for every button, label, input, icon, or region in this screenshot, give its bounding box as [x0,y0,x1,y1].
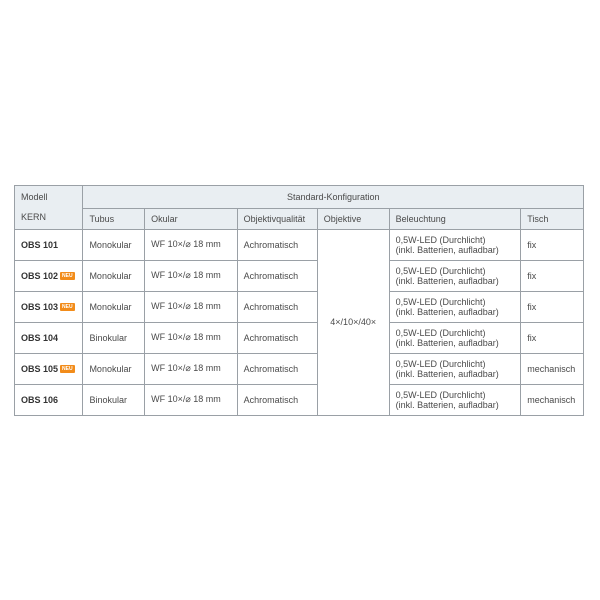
badge-new: NEU [60,303,75,311]
header-group: Standard-Konfiguration [83,185,584,208]
cell-objektive-merged: 4×/10×/40× [317,229,389,415]
cell-okular: WF 10×/⌀ 18 mm [145,384,237,415]
table-row: OBS 104BinokularWF 10×/⌀ 18 mmAchromatis… [15,322,584,353]
cell-qualitaet: Achromatisch [237,353,317,384]
cell-model: OBS 104 [15,322,83,353]
cell-model: OBS 103NEU [15,291,83,322]
cell-beleuchtung: 0,5W-LED (Durchlicht)(inkl. Batterien, a… [389,353,521,384]
cell-tisch: mechanisch [521,353,584,384]
cell-tubus: Binokular [83,384,145,415]
cell-okular: WF 10×/⌀ 18 mm [145,260,237,291]
table-row: OBS 106BinokularWF 10×/⌀ 18 mmAchromatis… [15,384,584,415]
cell-okular: WF 10×/⌀ 18 mm [145,229,237,260]
cell-okular: WF 10×/⌀ 18 mm [145,291,237,322]
header-model-line1: Modell [21,192,76,202]
cell-okular: WF 10×/⌀ 18 mm [145,353,237,384]
table-row: OBS 105NEUMonokularWF 10×/⌀ 18 mmAchroma… [15,353,584,384]
table-row: OBS 101MonokularWF 10×/⌀ 18 mmAchromatis… [15,229,584,260]
cell-qualitaet: Achromatisch [237,260,317,291]
cell-tisch: mechanisch [521,384,584,415]
cell-qualitaet: Achromatisch [237,384,317,415]
header-tubus: Tubus [83,208,145,229]
cell-tubus: Monokular [83,229,145,260]
cell-beleuchtung: 0,5W-LED (Durchlicht)(inkl. Batterien, a… [389,384,521,415]
cell-tubus: Binokular [83,322,145,353]
cell-model: OBS 105NEU [15,353,83,384]
cell-tisch: fix [521,291,584,322]
header-tisch: Tisch [521,208,584,229]
cell-beleuchtung: 0,5W-LED (Durchlicht)(inkl. Batterien, a… [389,291,521,322]
header-okular: Okular [145,208,237,229]
table-body: OBS 101MonokularWF 10×/⌀ 18 mmAchromatis… [15,229,584,415]
cell-tisch: fix [521,260,584,291]
cell-qualitaet: Achromatisch [237,291,317,322]
table-row: OBS 102NEUMonokularWF 10×/⌀ 18 mmAchroma… [15,260,584,291]
cell-tubus: Monokular [83,260,145,291]
cell-okular: WF 10×/⌀ 18 mm [145,322,237,353]
header-qualitaet: Objektivqualität [237,208,317,229]
cell-model: OBS 101 [15,229,83,260]
cell-model: OBS 102NEU [15,260,83,291]
cell-tubus: Monokular [83,291,145,322]
header-beleuchtung: Beleuchtung [389,208,521,229]
header-model: Modell KERN [15,185,83,229]
badge-new: NEU [60,365,75,373]
cell-tisch: fix [521,229,584,260]
cell-beleuchtung: 0,5W-LED (Durchlicht)(inkl. Batterien, a… [389,229,521,260]
cell-qualitaet: Achromatisch [237,322,317,353]
spec-table: Modell KERN Standard-Konfiguration Tubus… [14,185,584,416]
table-row: OBS 103NEUMonokularWF 10×/⌀ 18 mmAchroma… [15,291,584,322]
header-objektive: Objektive [317,208,389,229]
cell-beleuchtung: 0,5W-LED (Durchlicht)(inkl. Batterien, a… [389,322,521,353]
table-container: Modell KERN Standard-Konfiguration Tubus… [0,185,600,416]
cell-tubus: Monokular [83,353,145,384]
badge-new: NEU [60,272,75,280]
cell-model: OBS 106 [15,384,83,415]
cell-qualitaet: Achromatisch [237,229,317,260]
cell-tisch: fix [521,322,584,353]
header-model-line2: KERN [21,212,76,222]
cell-beleuchtung: 0,5W-LED (Durchlicht)(inkl. Batterien, a… [389,260,521,291]
